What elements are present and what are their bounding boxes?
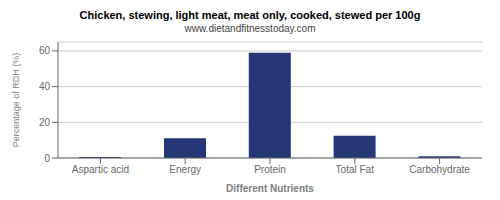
svg-text:Carbohydrate: Carbohydrate xyxy=(409,164,470,175)
svg-text:0: 0 xyxy=(44,153,50,164)
svg-text:Total Fat: Total Fat xyxy=(336,164,375,175)
html-text:www.dietandfitnesstoday.com: www.dietandfitnesstoday.com xyxy=(184,23,316,34)
svg-text:Energy: Energy xyxy=(169,164,201,175)
svg-text:Different Nutrients: Different Nutrients xyxy=(226,183,314,192)
html-text:Chicken, stewing, light meat,: Chicken, stewing, light meat, meat only,… xyxy=(79,9,421,21)
svg-text:Protein: Protein xyxy=(254,164,286,175)
svg-text:20: 20 xyxy=(39,117,51,128)
svg-text:Aspartic acid: Aspartic acid xyxy=(72,164,129,175)
svg-text:60: 60 xyxy=(39,45,51,56)
svg-text:40: 40 xyxy=(39,81,51,92)
svg-text:Percentage of RDH (%): Percentage of RDH (%) xyxy=(11,53,21,148)
